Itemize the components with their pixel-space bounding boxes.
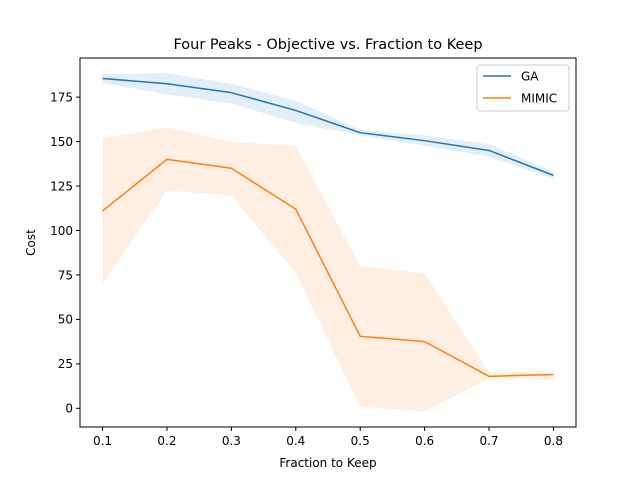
y-tick-label: 25	[58, 357, 73, 371]
line-mimic	[102, 158, 554, 378]
legend: GA MIMIC	[476, 64, 570, 112]
y-axis-label: Cost	[24, 229, 38, 256]
y-tick-label: 150	[50, 135, 73, 149]
band-mimic	[102, 127, 554, 412]
y-tick-label: 125	[50, 179, 73, 193]
legend-label-ga: GA	[521, 70, 539, 84]
chart-title: Four Peaks - Objective vs. Fraction to K…	[173, 37, 482, 53]
y-tick-label: 175	[50, 90, 73, 104]
confidence-bands	[102, 73, 554, 412]
x-tick-label: 0.2	[157, 434, 176, 448]
x-tick-label: 0.6	[415, 434, 434, 448]
legend-label-mimic: MIMIC	[521, 92, 557, 106]
plot-frame	[79, 57, 577, 428]
x-tick-label: 0.8	[544, 434, 563, 448]
line-ga	[102, 77, 554, 177]
y-tick-label: 0	[65, 402, 73, 416]
y-tick-label: 75	[58, 268, 73, 282]
x-tick-label: 0.7	[479, 434, 498, 448]
y-axis: 0 25 50 75 100 125 150 175	[50, 90, 80, 416]
y-tick-label: 50	[58, 313, 73, 327]
x-tick-label: 0.3	[222, 434, 241, 448]
band-ga	[102, 73, 554, 179]
y-tick-label: 100	[50, 224, 73, 238]
x-axis-label: Fraction to Keep	[279, 456, 376, 470]
x-axis: 0.1 0.2 0.3 0.4 0.5 0.6 0.7 0.8	[93, 427, 563, 448]
x-tick-label: 0.1	[93, 434, 112, 448]
x-tick-label: 0.5	[351, 434, 370, 448]
x-tick-label: 0.4	[286, 434, 305, 448]
series-lines	[102, 77, 554, 378]
